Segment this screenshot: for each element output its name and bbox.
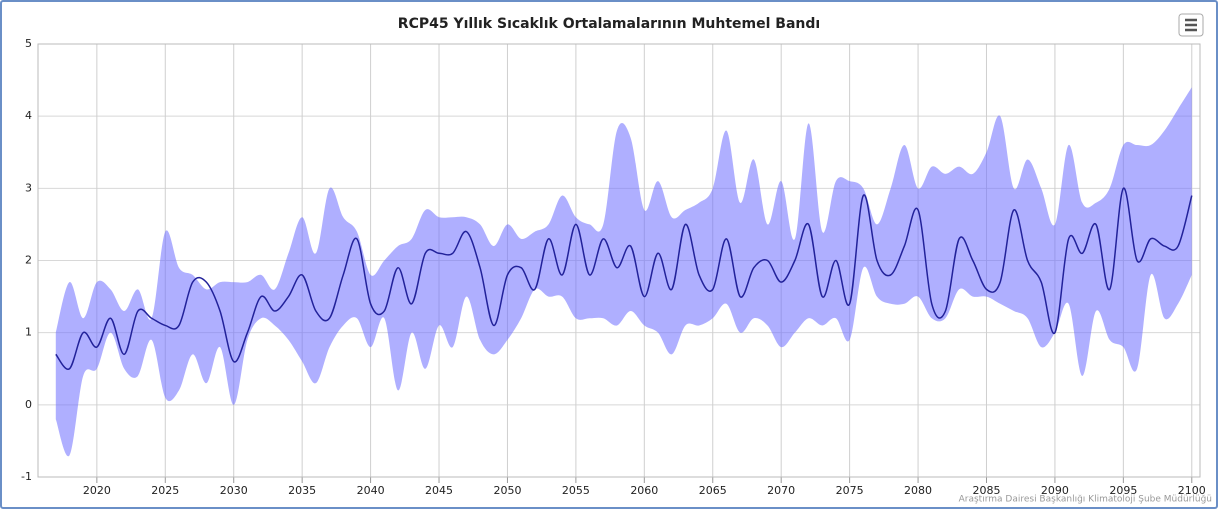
menu-button[interactable] (1178, 13, 1204, 37)
x-tick-label: 2070 (767, 484, 795, 497)
x-tick-label: 2045 (425, 484, 453, 497)
x-tick-label: 2040 (357, 484, 385, 497)
y-tick-label: 1 (25, 326, 32, 339)
y-tick-label: 5 (25, 37, 32, 50)
x-tick-label: 2030 (220, 484, 248, 497)
chart-title: RCP45 Yıllık Sıcaklık Ortalamalarının Mu… (398, 16, 820, 32)
plot-border (37, 43, 1201, 478)
x-tick-label: 2065 (699, 484, 727, 497)
mean-line (55, 187, 1193, 371)
x-tick-label: 2080 (904, 484, 932, 497)
x-tick-label: 2100 (1178, 484, 1206, 497)
range-area (55, 87, 1192, 457)
x-tick-label: 2020 (83, 484, 111, 497)
credit: Araştırma Dairesi Başkanlığı Klimatoloji… (959, 495, 1212, 505)
y-tick-label: 2 (25, 254, 32, 267)
y-tick-label: 0 (25, 398, 32, 411)
menu-icon[interactable] (1185, 18, 1197, 32)
x-tick-label: 2035 (288, 484, 316, 497)
x-tick-label: 2085 (972, 484, 1000, 497)
x-tick-label: 2075 (836, 484, 864, 497)
x-tick-label: 2090 (1041, 484, 1069, 497)
y-tick-label: 3 (25, 181, 32, 194)
x-tick-label: 2050 (493, 484, 521, 497)
x-tick-label: 2025 (151, 484, 179, 497)
x-tick-label: 2095 (1109, 484, 1137, 497)
x-tick-label: 2060 (630, 484, 658, 497)
y-tick-label: -1 (21, 470, 32, 483)
x-tick-label: 2055 (562, 484, 590, 497)
y-tick-label: 4 (25, 109, 32, 122)
